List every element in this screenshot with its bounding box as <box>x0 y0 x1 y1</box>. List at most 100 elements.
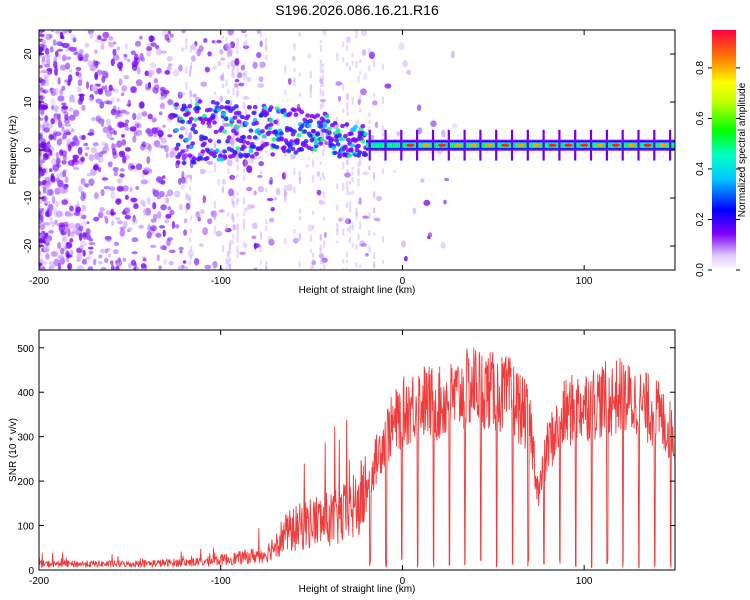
heatmap-noise-streak <box>319 59 322 67</box>
heatmap-noise-streak <box>265 38 268 42</box>
heatmap-band-cell <box>379 143 382 148</box>
heatmap-signal-cell <box>207 107 213 112</box>
heatmap-noise-cell <box>127 227 133 232</box>
heatmap-band-cell <box>398 143 401 148</box>
heatmap-noise-streak <box>189 72 192 77</box>
heatmap-signal-cell <box>180 149 186 154</box>
heatmap-noise-cell <box>179 126 186 131</box>
heatmap-noise-cell <box>135 186 140 190</box>
heatmap-noise-cell <box>77 72 82 78</box>
spectrogram-x-ticks: -200 -100 0 100 <box>29 30 593 287</box>
heatmap-signal-cell <box>174 146 180 151</box>
heatmap-noise-cell <box>215 230 222 237</box>
heatmap-noise-cell <box>146 197 151 205</box>
heatmap-band-cell <box>403 143 406 148</box>
heatmap-noise-streak <box>189 90 193 98</box>
heatmap-noise-cell <box>70 251 74 256</box>
heatmap-noise-cell <box>104 236 112 240</box>
heatmap-signal-cell <box>232 150 238 156</box>
heatmap-noise-streak <box>265 150 268 154</box>
heatmap-signal-cell <box>245 152 251 158</box>
heatmap-noise-cell <box>56 138 62 146</box>
heatmap-noise-cell <box>184 152 188 159</box>
heatmap-signal-cell <box>187 153 193 158</box>
heatmap-noise-cell <box>61 85 66 91</box>
heatmap-noise-streak <box>359 95 362 101</box>
heatmap-noise-cell <box>243 207 248 212</box>
heatmap-signal-cell <box>264 141 270 147</box>
heatmap-noise-cell <box>89 32 94 40</box>
heatmap-noise-cell <box>118 66 123 72</box>
heatmap-signal-cell <box>231 128 236 133</box>
heatmap-signal-cell <box>204 156 210 161</box>
heatmap-band-cell <box>394 143 397 148</box>
heatmap-signal-cell <box>196 106 201 111</box>
heatmap-noise-cell <box>316 189 322 196</box>
heatmap-noise-streak <box>227 149 230 158</box>
heatmap-noise-streak <box>232 233 235 239</box>
heatmap-noise-streak <box>242 63 246 67</box>
heatmap-signal-cell <box>232 115 238 120</box>
heatmap-noise-cell <box>142 257 147 262</box>
heatmap-noise-cell <box>318 253 324 259</box>
heatmap-noise-streak <box>265 54 268 60</box>
heatmap-noise-cell <box>116 185 124 192</box>
heatmap-noise-cell <box>111 96 115 103</box>
heatmap-signal-cell <box>327 130 332 135</box>
heatmap-noise-streak <box>236 156 239 162</box>
heatmap-noise-streak <box>189 174 192 183</box>
heatmap-noise-cell <box>361 49 367 56</box>
heatmap-noise-cell <box>202 227 209 236</box>
heatmap-signal-cell <box>193 129 199 135</box>
heatmap-noise-cell <box>150 244 157 248</box>
heatmap-noise-cell <box>105 118 111 126</box>
heatmap-noise-cell <box>199 168 206 175</box>
heatmap-noise-cell <box>227 30 234 36</box>
heatmap-noise-cell <box>361 30 368 37</box>
heatmap-noise-cell <box>423 199 431 206</box>
heatmap-noise-streak <box>245 70 248 79</box>
heatmap-noise-cell <box>47 144 52 148</box>
heatmap-noise-cell <box>162 175 166 179</box>
heatmap-noise-cell <box>46 221 51 227</box>
heatmap-noise-cell <box>109 42 114 48</box>
heatmap-noise-cell <box>368 51 375 60</box>
heatmap-noise-cell <box>146 45 153 52</box>
heatmap-noise-streak <box>381 96 384 105</box>
heatmap-noise-cell <box>124 194 129 200</box>
heatmap-signal-cell <box>212 153 217 159</box>
heatmap-signal-cell <box>345 137 351 142</box>
heatmap-noise-cell <box>117 220 123 225</box>
heatmap-signal-cell <box>308 133 313 138</box>
heatmap-noise-cell <box>68 114 76 121</box>
heatmap-noise-cell <box>165 152 169 159</box>
heatmap-noise-cell <box>50 118 55 125</box>
heatmap-noise-streak <box>319 176 322 181</box>
heatmap-noise-streak <box>236 191 239 196</box>
heatmap-noise-streak <box>345 252 349 258</box>
heatmap-noise-cell <box>41 266 46 270</box>
heatmap-noise-streak <box>221 185 225 193</box>
heatmap-noise-cell <box>88 250 94 255</box>
heatmap-noise-streak <box>221 119 225 126</box>
heatmap-signal-cell <box>233 131 239 136</box>
heatmap-signal-cell <box>315 113 321 118</box>
heatmap-noise-cell <box>85 228 91 235</box>
heatmap-noise-cell <box>48 230 54 234</box>
heatmap-noise-cell <box>146 231 152 239</box>
heatmap-noise-cell <box>76 253 82 262</box>
heatmap-noise-streak <box>351 222 354 227</box>
heatmap-noise-cell <box>150 218 157 223</box>
snr-panel: -200 -100 0 100 0 100 200 300 400 500 Height of … <box>8 329 676 595</box>
heatmap-noise-streak <box>236 107 239 113</box>
heatmap-noise-streak <box>359 108 362 112</box>
heatmap-noise-cell <box>147 113 153 120</box>
heatmap-noise-streak <box>348 205 352 213</box>
heatmap-noise-cell <box>417 127 423 135</box>
heatmap-noise-cell <box>148 81 151 89</box>
heatmap-noise-cell <box>374 217 381 222</box>
heatmap-noise-cell <box>48 168 53 173</box>
heatmap-band-cell <box>673 143 675 148</box>
heatmap-noise-streak <box>293 43 296 47</box>
heatmap-noise-streak <box>284 185 287 191</box>
